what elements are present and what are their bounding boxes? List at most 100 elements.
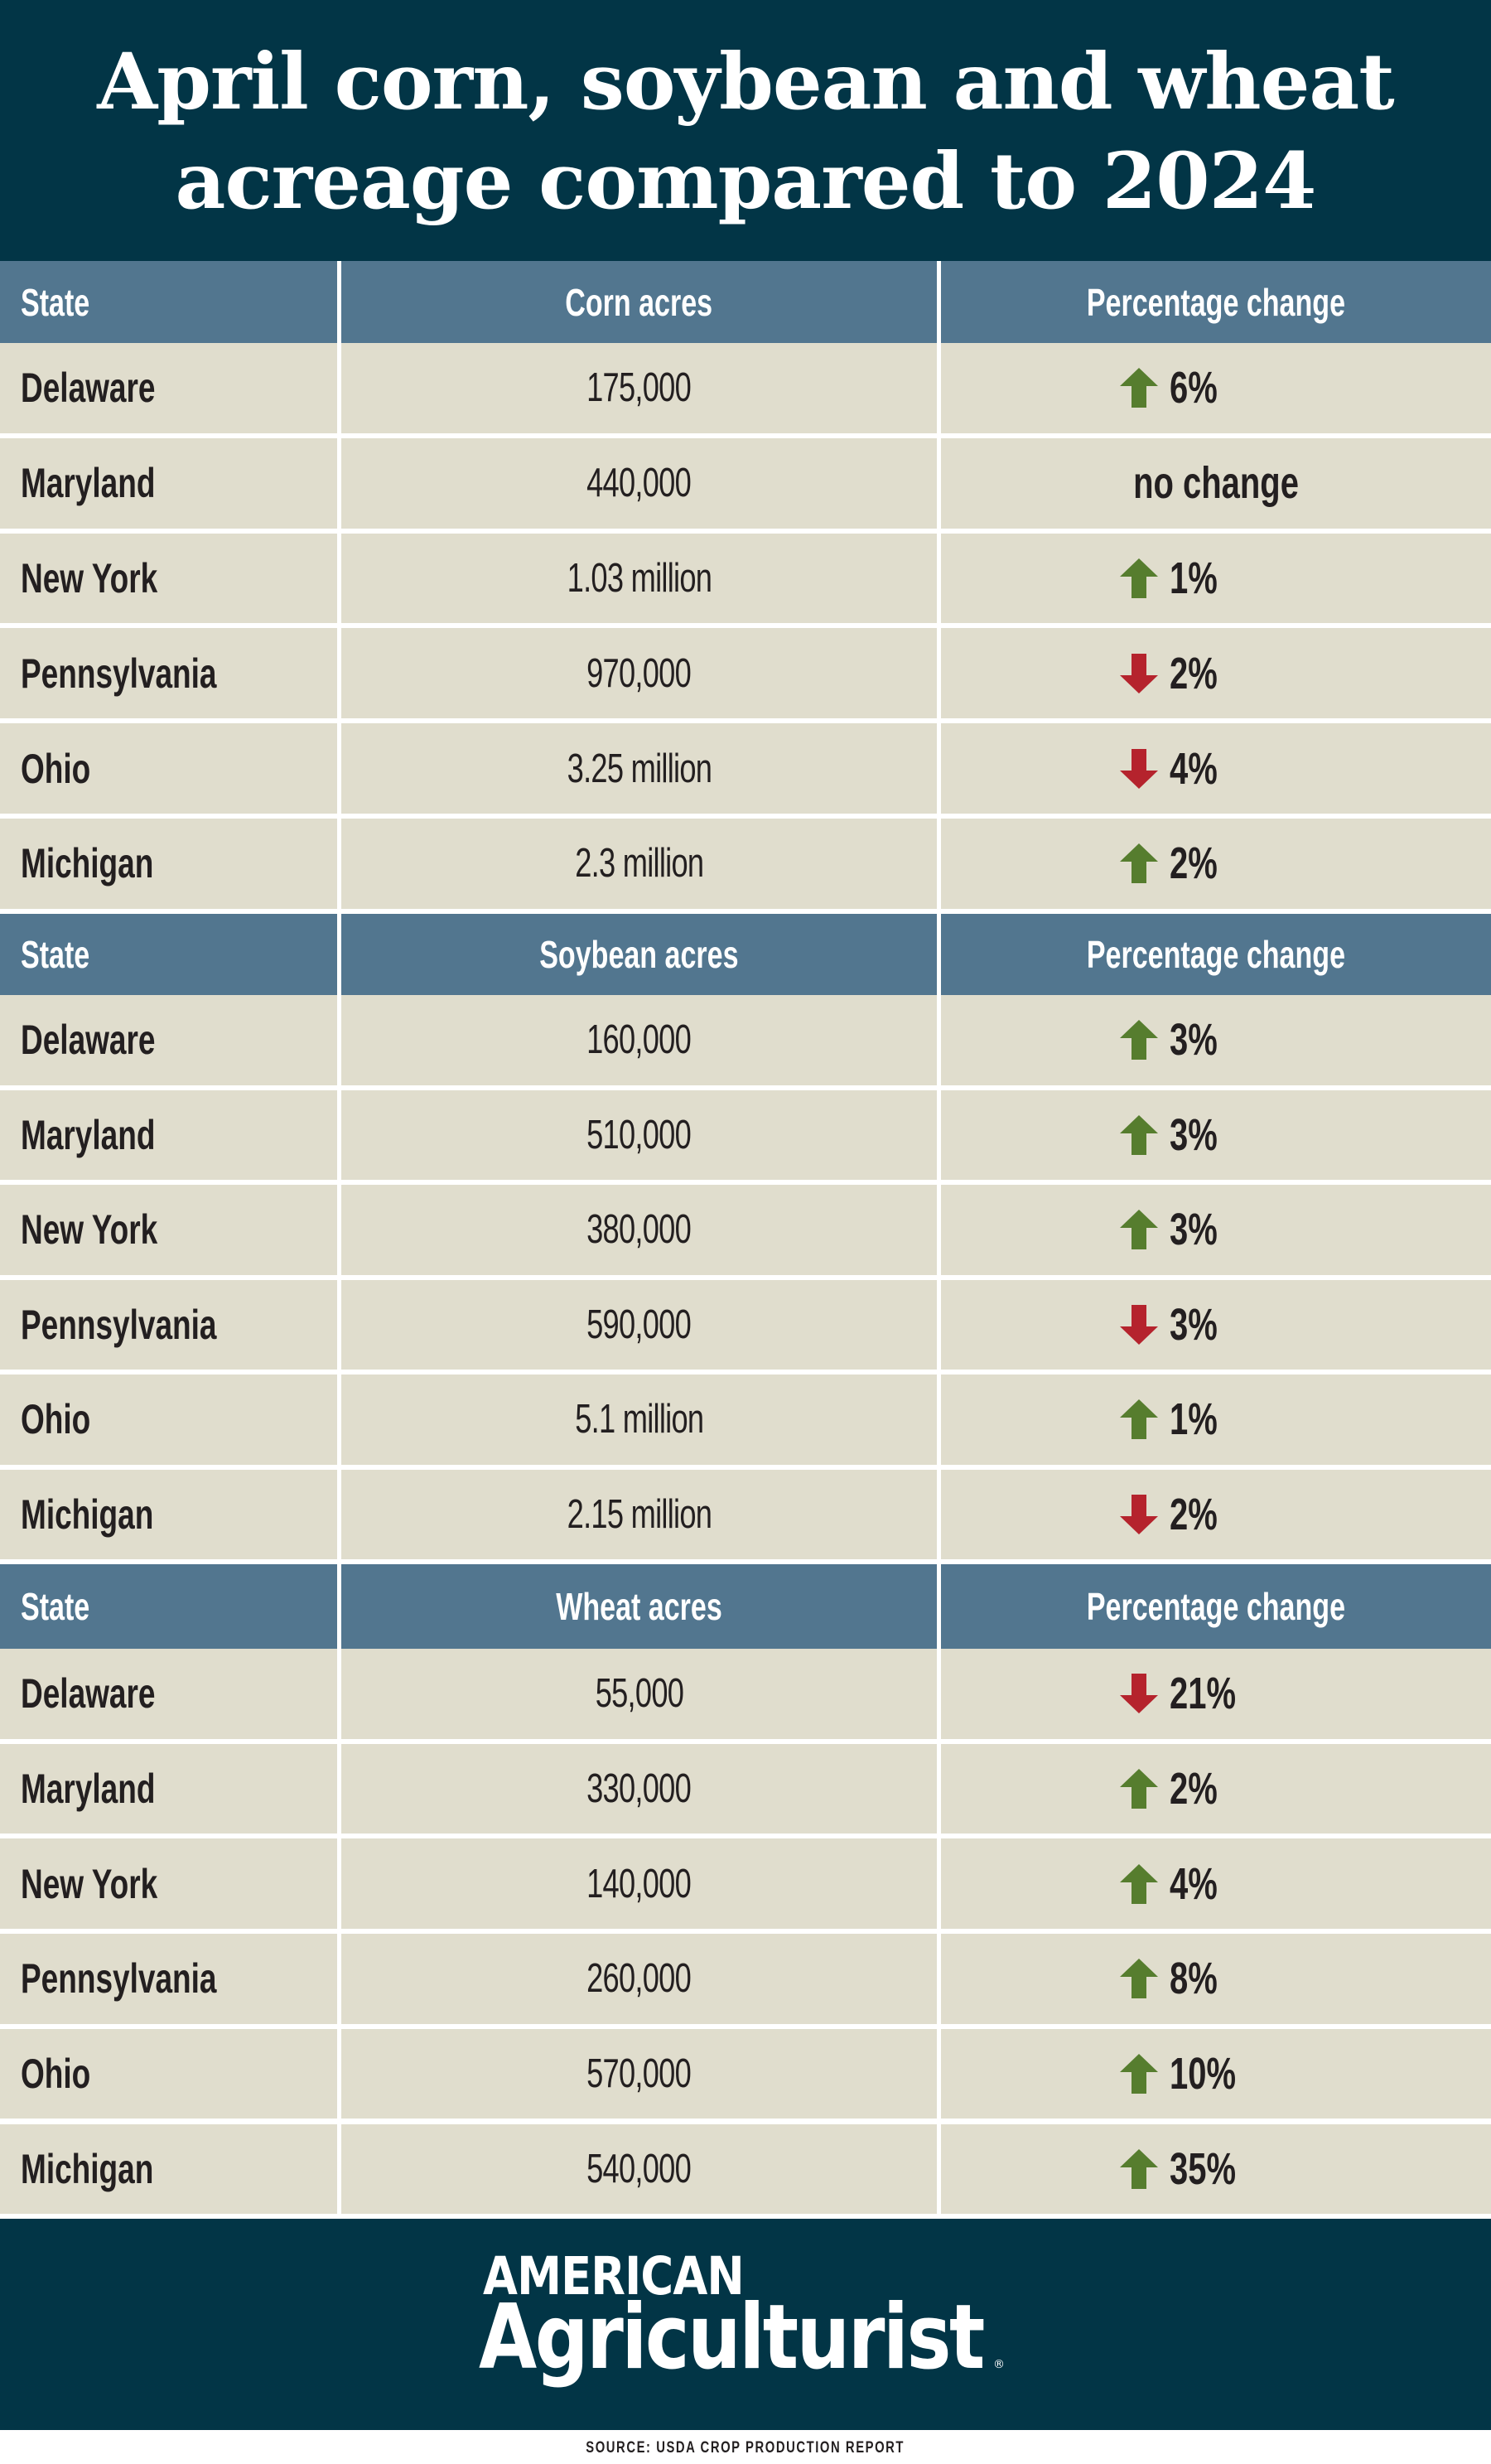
change-value: 3% — [1170, 1205, 1218, 1255]
cell-change: 4% — [941, 723, 1491, 814]
table-row: Maryland 330,000 2% — [0, 1743, 1491, 1834]
arrow-up-icon — [1120, 368, 1158, 408]
cell-state: New York — [0, 1838, 337, 1930]
header-change-label: Percentage change — [1086, 1585, 1346, 1628]
arrow-up-icon — [1120, 2148, 1158, 2189]
table-header-row: State Wheat acres Percentage change — [0, 1564, 1491, 1649]
cell-state: Pennsylvania — [0, 628, 337, 719]
arrow-up-icon — [1120, 558, 1158, 598]
cell-change: 6% — [941, 343, 1491, 433]
table-row: Maryland 510,000 3% — [0, 1089, 1491, 1180]
arrow-up-icon — [1120, 1114, 1158, 1155]
acres-value: 970,000 — [586, 650, 692, 696]
cell-state: Delaware — [0, 343, 337, 433]
table-row: Delaware 160,000 3% — [0, 995, 1491, 1085]
cell-state: Michigan — [0, 2123, 337, 2215]
change-value: 1% — [1170, 553, 1218, 603]
state-name: Pennsylvania — [21, 1301, 217, 1348]
acres-value: 3.25 million — [567, 746, 712, 791]
table-row: Pennsylvania 970,000 2% — [0, 628, 1491, 719]
cell-acres: 510,000 — [341, 1089, 937, 1180]
table-row: Ohio 5.1 million 1% — [0, 1375, 1491, 1465]
state-name: Ohio — [21, 2051, 91, 2098]
cell-change: 1% — [941, 533, 1491, 624]
table-row: Michigan 540,000 35% — [0, 2123, 1491, 2215]
arrow-down-icon — [1120, 1494, 1158, 1534]
state-name: Ohio — [21, 1396, 91, 1443]
change-value: 2% — [1170, 1764, 1218, 1814]
cell-acres: 330,000 — [341, 1743, 937, 1834]
acres-value: 175,000 — [586, 365, 692, 411]
cell-change: 2% — [941, 628, 1491, 719]
cell-change: 4% — [941, 1838, 1491, 1930]
cell-acres: 540,000 — [341, 2123, 937, 2215]
cell-change: 3% — [941, 1279, 1491, 1370]
header-cell-acres: Soybean acres — [341, 914, 937, 995]
source-note: SOURCE: USDA CROP PRODUCTION REPORT — [0, 2439, 1491, 2457]
cell-change: 8% — [941, 1934, 1491, 2024]
header-cell-state: State — [0, 1564, 337, 1649]
header-acres-label: Wheat acres — [556, 1585, 722, 1628]
change-value: 2% — [1170, 838, 1218, 889]
cell-acres: 590,000 — [341, 1279, 937, 1370]
cell-state: Pennsylvania — [0, 1279, 337, 1370]
change-value: 6% — [1170, 363, 1218, 413]
cell-change: 2% — [941, 1743, 1491, 1834]
acres-value: 330,000 — [586, 1766, 692, 1812]
acreage-table: State Corn acres Percentage change Delaware… — [0, 261, 1491, 2219]
change-value: 1% — [1170, 1394, 1218, 1445]
table-header-row: State Corn acres Percentage change — [0, 261, 1491, 343]
cell-change: 2% — [941, 1469, 1491, 1559]
cell-state: Ohio — [0, 1375, 337, 1465]
state-name: Delaware — [21, 365, 156, 412]
change-value: no change — [1133, 458, 1299, 509]
cell-acres: 2.3 million — [341, 819, 937, 909]
cell-change: 2% — [941, 819, 1491, 909]
change-value: 3% — [1170, 1299, 1218, 1350]
state-name: New York — [21, 554, 158, 602]
cell-change: 3% — [941, 995, 1491, 1085]
cell-acres: 970,000 — [341, 628, 937, 719]
table-header-row: State Soybean acres Percentage change — [0, 914, 1491, 995]
header-cell-change: Percentage change — [941, 1564, 1491, 1649]
acres-value: 140,000 — [586, 1861, 692, 1906]
header-cell-acres: Wheat acres — [341, 1564, 937, 1649]
header-cell-state: State — [0, 914, 337, 995]
table-row: Delaware 175,000 6% — [0, 343, 1491, 433]
acres-value: 2.15 million — [567, 1491, 712, 1537]
acres-value: 590,000 — [586, 1302, 692, 1347]
acres-value: 380,000 — [586, 1207, 692, 1253]
state-name: Delaware — [21, 1670, 156, 1718]
state-name: New York — [21, 1860, 158, 1907]
change-value: 8% — [1170, 1954, 1218, 2004]
change-value: 2% — [1170, 1489, 1218, 1539]
cell-acres: 1.03 million — [341, 533, 937, 624]
state-name: Ohio — [21, 745, 91, 792]
arrow-up-icon — [1120, 1863, 1158, 1904]
cell-change: 10% — [941, 2028, 1491, 2119]
cell-acres: 260,000 — [341, 1934, 937, 2024]
arrow-up-icon — [1120, 843, 1158, 884]
cell-state: New York — [0, 533, 337, 624]
page-title-line-1: April corn, soybean and wheat — [97, 36, 1394, 128]
state-name: New York — [21, 1206, 158, 1254]
header-state-label: State — [21, 933, 90, 976]
change-value: 3% — [1170, 1015, 1218, 1065]
header-acres-label: Soybean acres — [539, 933, 739, 976]
acres-value: 160,000 — [586, 1017, 692, 1063]
cell-acres: 570,000 — [341, 2028, 937, 2119]
header-change-label: Percentage change — [1086, 933, 1346, 976]
cell-change: no change — [941, 437, 1491, 529]
cell-state: New York — [0, 1185, 337, 1275]
table-row: New York 1.03 million 1% — [0, 533, 1491, 624]
state-name: Pennsylvania — [21, 650, 217, 697]
change-value: 21% — [1170, 1669, 1236, 1719]
cell-acres: 160,000 — [341, 995, 937, 1085]
footer-banner — [0, 2219, 1491, 2430]
cell-acres: 380,000 — [341, 1185, 937, 1275]
cell-acres: 5.1 million — [341, 1375, 937, 1465]
arrow-down-icon — [1120, 1304, 1158, 1345]
table-row: Ohio 3.25 million 4% — [0, 723, 1491, 814]
table-row: Ohio 570,000 10% — [0, 2028, 1491, 2119]
acres-value: 510,000 — [586, 1112, 692, 1157]
